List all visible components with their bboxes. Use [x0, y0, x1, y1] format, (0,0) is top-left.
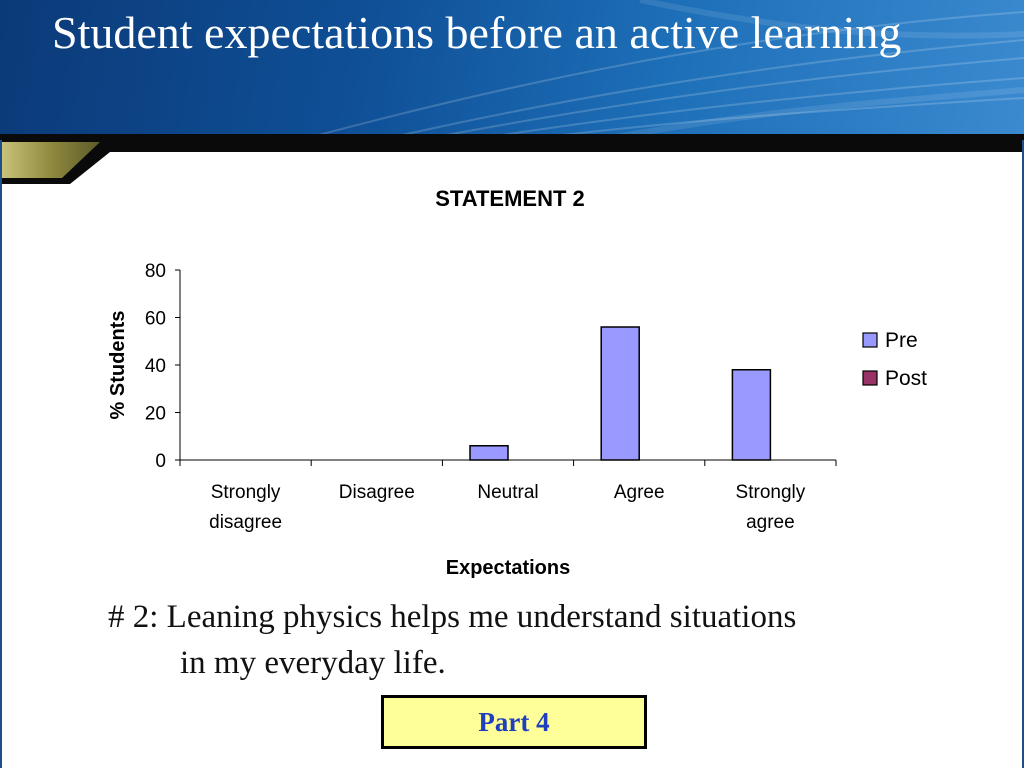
legend-swatch-post	[862, 370, 878, 386]
slide-left-border	[0, 140, 2, 768]
y-tick-label: 60	[145, 309, 166, 330]
part-label-box[interactable]: Part 4	[381, 695, 647, 749]
bar-pre	[731, 369, 772, 461]
bar-pre	[600, 326, 640, 461]
y-tick-label: 40	[145, 356, 166, 377]
x-tick-label: Neutral	[477, 482, 538, 503]
bar-pre	[469, 445, 509, 461]
y-tick-label: 0	[155, 451, 166, 472]
chart-title: STATEMENT 2	[435, 186, 585, 211]
y-tick-label: 80	[145, 261, 166, 282]
y-tick-label: 20	[145, 404, 166, 425]
x-tick-label: agree	[746, 512, 795, 533]
gold-divider-band	[0, 134, 1024, 184]
x-tick-label: Disagree	[339, 482, 415, 503]
x-tick-label: Agree	[614, 482, 665, 503]
header-banner: Student expectations before an active le…	[0, 0, 1024, 140]
x-axis-label: Expectations	[446, 557, 570, 579]
legend-label-post: Post	[885, 367, 927, 390]
slide-title: Student expectations before an active le…	[52, 7, 902, 58]
legend-label-pre: Pre	[885, 329, 918, 352]
legend-swatch-pre	[862, 332, 878, 348]
caption-line-2: in my everyday life.	[180, 645, 446, 681]
x-tick-label: Strongly	[736, 482, 806, 503]
chart-panel	[88, 178, 938, 588]
statement-caption: # 2: Leaning physics helps me understand…	[108, 594, 948, 686]
y-axis-label: % Students	[107, 311, 129, 420]
bar-chart: STATEMENT 2 0 20 40 60 80 Strongly disagree Disa…	[107, 186, 927, 579]
x-tick-label: disagree	[209, 512, 282, 533]
header-streaks-decoration	[299, 0, 1024, 140]
caption-line-1: # 2: Leaning physics helps me understand…	[108, 599, 797, 635]
x-tick-label: Strongly	[211, 482, 281, 503]
slide-right-border	[1022, 140, 1024, 768]
part-label: Part 4	[478, 706, 550, 737]
